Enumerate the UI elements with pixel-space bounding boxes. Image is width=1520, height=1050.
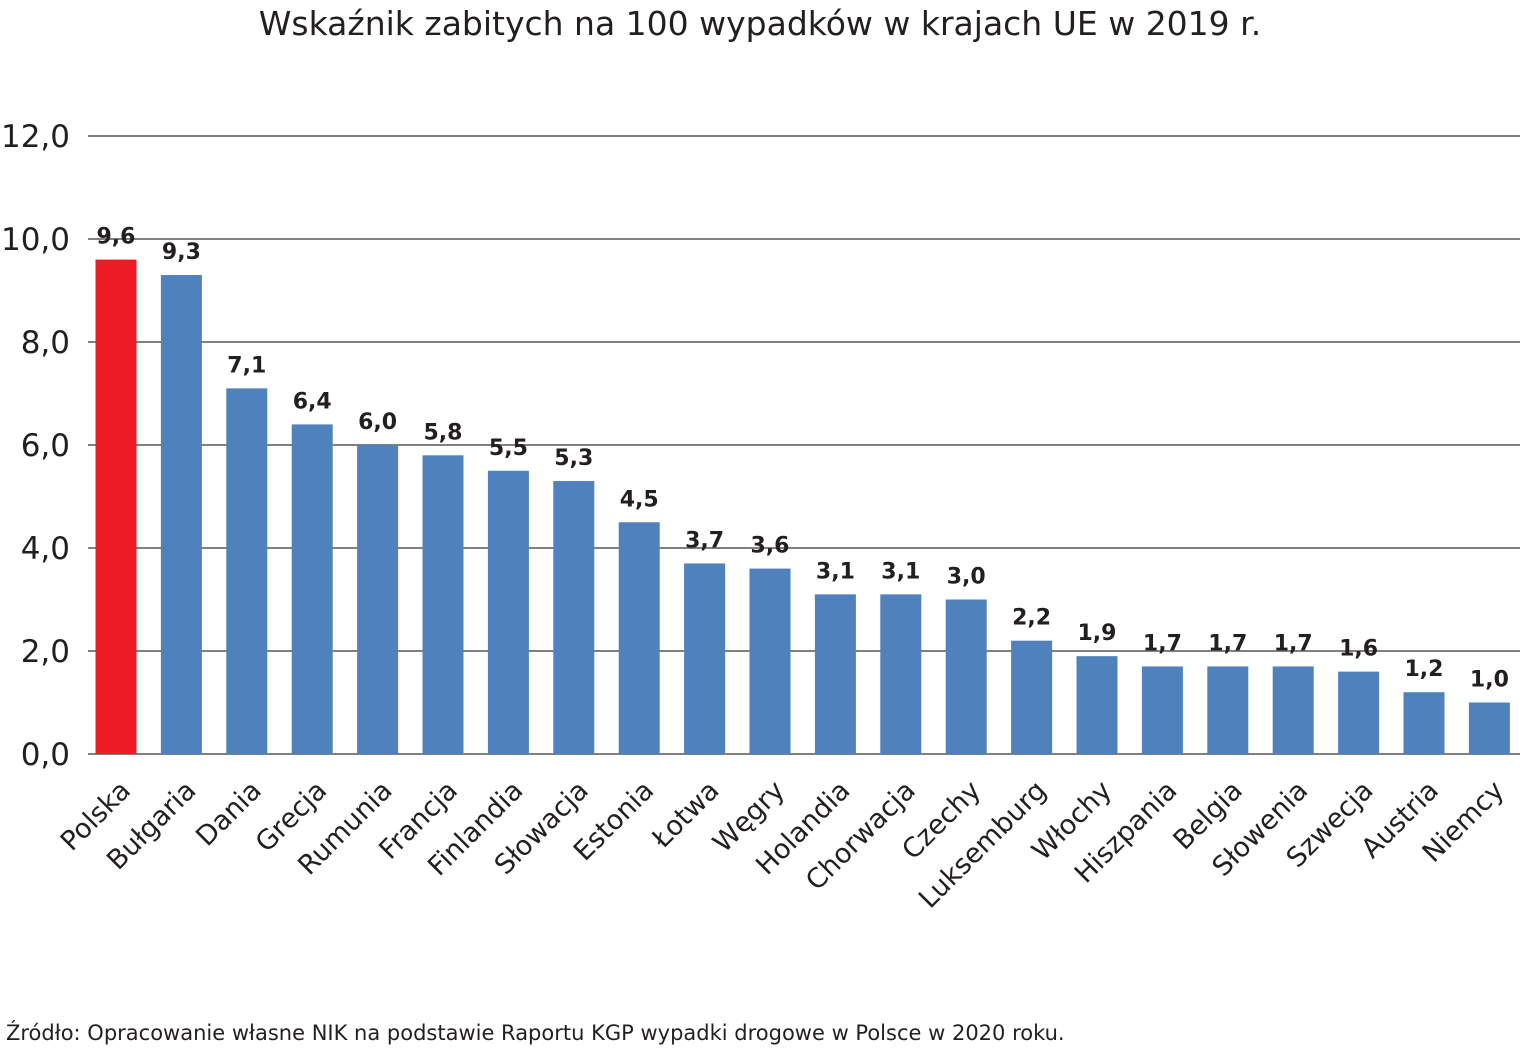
data-label: 3,0 <box>947 565 986 590</box>
data-label: 6,4 <box>293 389 332 414</box>
data-label: 6,0 <box>358 410 397 435</box>
data-label: 9,6 <box>97 225 136 250</box>
data-label: 1,6 <box>1339 637 1378 662</box>
bar <box>1207 666 1249 754</box>
bar <box>1272 666 1314 754</box>
bar <box>1338 671 1380 754</box>
data-label: 9,3 <box>162 240 201 265</box>
bar <box>1403 692 1445 754</box>
bar <box>160 275 202 754</box>
y-axis-tick-labels: 0,0 2,0 4,0 6,0 8,0 10,0 12,0 <box>1 119 70 773</box>
data-label: 1,7 <box>1274 631 1313 656</box>
category-labels: PolskaBułgariaDaniaGrecjaRumuniaFrancjaF… <box>55 775 1511 915</box>
bar <box>618 522 660 754</box>
data-label: 5,5 <box>489 436 528 461</box>
data-label: 1,7 <box>1208 631 1247 656</box>
data-label: 4,5 <box>620 487 659 512</box>
bar-chart: 0,0 2,0 4,0 6,0 8,0 10,0 12,0 9,6 9,3 7,1 6,4 6,0 5… <box>1 119 1520 915</box>
bar <box>357 445 399 754</box>
data-label: 2,2 <box>1012 606 1051 631</box>
data-label: 3,7 <box>685 528 724 553</box>
data-label: 7,1 <box>227 353 266 378</box>
bar <box>684 563 726 754</box>
data-label: 3,6 <box>751 534 790 559</box>
bar <box>1076 656 1118 754</box>
y-tick-label: 0,0 <box>21 737 70 773</box>
data-label: 1,7 <box>1143 631 1182 656</box>
data-label: 1,0 <box>1470 668 1509 693</box>
data-label: 5,8 <box>424 420 463 445</box>
data-label: 1,9 <box>1078 621 1117 646</box>
bar <box>814 594 856 754</box>
bars <box>95 259 1510 754</box>
bar <box>487 470 529 754</box>
bar <box>553 481 595 754</box>
bar <box>749 568 791 754</box>
bar <box>1468 702 1510 754</box>
bar <box>880 594 922 754</box>
data-labels: 9,6 9,3 7,1 6,4 6,0 5,8 5,5 5,3 4,5 3,7 3,6 3,1 3,1 3… <box>97 225 1509 693</box>
data-label: 5,3 <box>554 446 593 471</box>
bar <box>226 388 268 754</box>
y-tick-label: 2,0 <box>21 634 70 670</box>
source-note: Źródło: Opracowanie własne NIK na podsta… <box>6 1021 1065 1045</box>
data-label: 3,1 <box>881 559 920 584</box>
y-tick-label: 4,0 <box>21 531 70 567</box>
y-tick-label: 8,0 <box>21 325 70 361</box>
bar <box>422 455 464 754</box>
data-label: 3,1 <box>816 559 855 584</box>
bar <box>1011 640 1053 754</box>
bar <box>945 599 987 754</box>
y-tick-label: 12,0 <box>1 119 70 155</box>
data-label: 1,2 <box>1405 657 1444 682</box>
y-tick-label: 10,0 <box>1 222 70 258</box>
bar <box>291 424 333 754</box>
bar <box>95 259 137 754</box>
y-tick-label: 6,0 <box>21 428 70 464</box>
bar <box>1141 666 1183 754</box>
chart-title: Wskaźnik zabitych na 100 wypadków w kraj… <box>258 4 1262 43</box>
